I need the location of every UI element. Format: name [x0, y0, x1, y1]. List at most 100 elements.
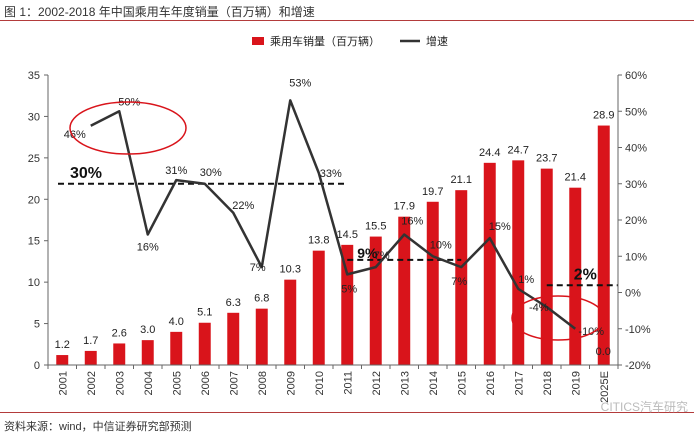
- bar-value-label: 6.8: [254, 293, 269, 305]
- bar-2018: [540, 168, 553, 365]
- bar-value-label: 24.7: [508, 144, 529, 156]
- x-tick-label: 2008: [257, 371, 269, 395]
- x-tick-label: 2004: [143, 371, 155, 395]
- right-tick-label: -20%: [625, 360, 651, 372]
- x-tick-label: 2009: [285, 371, 297, 395]
- x-tick-label: 2019: [570, 371, 582, 395]
- right-tick-label: 60%: [625, 70, 647, 82]
- growth-label: 7%: [374, 250, 390, 262]
- bar-2007: [227, 312, 240, 365]
- x-tick-label: 2006: [200, 371, 212, 395]
- growth-label: 46%: [64, 129, 86, 141]
- bar-2009: [284, 279, 297, 365]
- right-tick-label: 50%: [625, 106, 647, 118]
- bar-2025E: [597, 125, 610, 366]
- x-tick-label: 2005: [171, 371, 183, 395]
- growth-label: 30%: [200, 167, 222, 179]
- right-tick-label: 0%: [625, 288, 641, 300]
- bar-2017: [512, 160, 525, 365]
- right-tick-label: 40%: [625, 143, 647, 155]
- legend-line-label: 增速: [426, 34, 448, 48]
- x-tick-label: 2002: [86, 371, 98, 395]
- x-tick-label: 2025E: [599, 371, 611, 403]
- reference-label-30%: 30%: [70, 165, 102, 182]
- bar-value-label: 5.1: [197, 307, 212, 319]
- growth-label: 15%: [489, 221, 511, 233]
- legend-bar-label: 乘用车销量（百万辆）: [270, 34, 380, 48]
- bar-value-label: 28.9: [593, 110, 614, 122]
- bar-value-label: 13.8: [308, 235, 329, 247]
- bar-value-label: 23.7: [536, 153, 557, 165]
- x-tick-label: 2013: [399, 371, 411, 395]
- bar-value-label: 17.9: [394, 201, 415, 213]
- bar-2004: [141, 340, 154, 365]
- reference-label-2%: 2%: [574, 266, 597, 283]
- bar-2010: [312, 250, 325, 365]
- title-divider: [0, 20, 694, 21]
- left-tick-label: 10: [28, 277, 40, 289]
- left-tick-label: 15: [28, 236, 40, 248]
- x-tick-label: 2007: [228, 371, 240, 395]
- legend-bar-swatch: [252, 37, 264, 45]
- source-note: 资料来源：wind，中信证券研究部预测: [4, 421, 192, 433]
- figure-title: 图 1：2002-2018 年中国乘用车年度销量（百万辆）和增速: [4, 5, 315, 19]
- x-tick-label: 2015: [456, 371, 468, 395]
- growth-label: -4%: [529, 302, 549, 314]
- bar-value-label: 21.1: [451, 174, 472, 186]
- bar-value-label: 2.6: [112, 327, 127, 339]
- growth-label: 10%: [430, 239, 452, 251]
- bar-value-label: 6.3: [226, 297, 241, 309]
- bar-2012: [369, 236, 382, 365]
- bar-2008: [255, 308, 268, 365]
- bar-2013: [398, 216, 411, 365]
- x-tick-label: 2018: [542, 371, 554, 395]
- reference-label-9%: 9%: [357, 245, 378, 261]
- x-tick-label: 2014: [428, 371, 440, 395]
- bar-value-label: 24.4: [479, 147, 500, 159]
- growth-label: 7%: [451, 276, 467, 288]
- x-tick-label: 2003: [114, 371, 126, 395]
- left-tick-label: 0: [34, 360, 40, 372]
- bar-value-label: 21.4: [565, 172, 586, 184]
- bar-value-label: 4.0: [169, 316, 184, 328]
- growth-label: 53%: [289, 77, 311, 89]
- growth-label: 22%: [232, 200, 254, 212]
- x-tick-label: 2011: [342, 371, 354, 395]
- right-tick-label: 20%: [625, 215, 647, 227]
- bar-value-label: 10.3: [280, 264, 301, 276]
- growth-label: 16%: [401, 216, 423, 228]
- bar-2002: [84, 350, 97, 365]
- zero-value-label: 0.0: [596, 346, 611, 358]
- growth-label: 5%: [341, 283, 357, 295]
- bar-2019: [569, 187, 582, 365]
- right-tick-label: 30%: [625, 179, 647, 191]
- bar-value-label: 19.7: [422, 186, 443, 198]
- bar-value-label: 14.5: [337, 229, 358, 241]
- x-tick-label: 2017: [513, 371, 525, 395]
- bar-value-label: 1.7: [83, 335, 98, 347]
- bar-2016: [483, 162, 496, 365]
- growth-label: 16%: [137, 242, 159, 254]
- growth-line: [90, 99, 577, 330]
- bar-2011: [341, 244, 354, 365]
- bar-2001: [56, 355, 69, 365]
- bar-2015: [455, 190, 468, 365]
- bar-2006: [198, 322, 211, 365]
- highlight-ellipse-2002: [69, 101, 187, 155]
- right-tick-label: -10%: [625, 324, 651, 336]
- growth-label: 1%: [518, 274, 534, 286]
- bar-2014: [426, 201, 439, 365]
- growth-label: 7%: [250, 262, 266, 274]
- left-tick-label: 5: [34, 319, 40, 331]
- bar-2005: [170, 331, 183, 365]
- bar-value-label: 1.2: [55, 339, 70, 351]
- highlight-ellipse-2019: [511, 295, 605, 341]
- x-tick-label: 2012: [371, 371, 383, 395]
- bar-value-label: 15.5: [365, 221, 386, 233]
- x-tick-label: 2016: [485, 371, 497, 395]
- growth-label: 31%: [165, 165, 187, 177]
- x-tick-label: 2010: [314, 371, 326, 395]
- left-tick-label: 30: [28, 111, 40, 123]
- bar-value-label: 3.0: [140, 324, 155, 336]
